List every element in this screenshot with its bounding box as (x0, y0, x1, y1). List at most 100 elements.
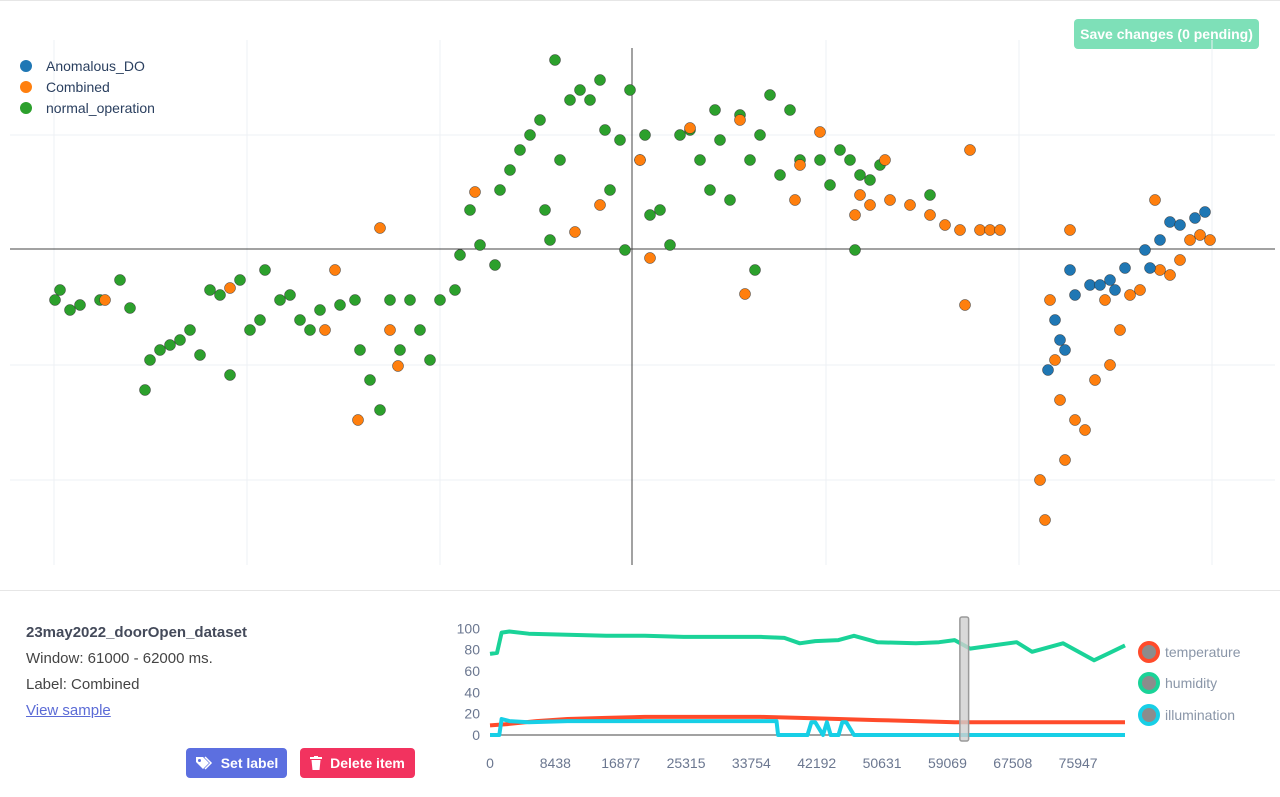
point-normal-operation[interactable] (489, 259, 501, 271)
point-combined[interactable] (959, 299, 971, 311)
point-combined[interactable] (1039, 514, 1051, 526)
point-normal-operation[interactable] (449, 284, 461, 296)
point-normal-operation[interactable] (504, 164, 516, 176)
legend-item-illumination[interactable]: illumination (1138, 699, 1240, 731)
point-combined[interactable] (739, 288, 751, 300)
point-normal-operation[interactable] (824, 179, 836, 191)
point-combined[interactable] (1204, 234, 1216, 246)
point-combined[interactable] (814, 126, 826, 138)
point-normal-operation[interactable] (304, 324, 316, 336)
point-normal-operation[interactable] (394, 344, 406, 356)
point-combined[interactable] (984, 224, 996, 236)
point-normal-operation[interactable] (294, 314, 306, 326)
point-combined[interactable] (864, 199, 876, 211)
point-normal-operation[interactable] (54, 284, 66, 296)
point-normal-operation[interactable] (154, 344, 166, 356)
point-normal-operation[interactable] (139, 384, 151, 396)
point-combined[interactable] (384, 324, 396, 336)
point-normal-operation[interactable] (754, 129, 766, 141)
point-anomalous-do[interactable] (1084, 279, 1096, 291)
point-normal-operation[interactable] (619, 244, 631, 256)
point-normal-operation[interactable] (584, 94, 596, 106)
point-normal-operation[interactable] (724, 194, 736, 206)
point-normal-operation[interactable] (614, 134, 626, 146)
point-combined[interactable] (392, 360, 404, 372)
point-combined[interactable] (854, 189, 866, 201)
point-anomalous-do[interactable] (1049, 314, 1061, 326)
point-normal-operation[interactable] (599, 124, 611, 136)
point-normal-operation[interactable] (539, 204, 551, 216)
point-normal-operation[interactable] (404, 294, 416, 306)
point-normal-operation[interactable] (574, 84, 586, 96)
point-anomalous-do[interactable] (1164, 216, 1176, 228)
point-normal-operation[interactable] (749, 264, 761, 276)
point-normal-operation[interactable] (214, 289, 226, 301)
point-normal-operation[interactable] (414, 324, 426, 336)
point-combined[interactable] (99, 294, 111, 306)
point-combined[interactable] (794, 159, 806, 171)
point-combined[interactable] (1114, 324, 1126, 336)
point-normal-operation[interactable] (374, 404, 386, 416)
point-normal-operation[interactable] (74, 299, 86, 311)
point-normal-operation[interactable] (454, 249, 466, 261)
scatter-points[interactable] (49, 54, 1216, 526)
point-normal-operation[interactable] (744, 154, 756, 166)
point-combined[interactable] (994, 224, 1006, 236)
point-combined[interactable] (849, 209, 861, 221)
point-normal-operation[interactable] (709, 104, 721, 116)
point-combined[interactable] (374, 222, 386, 234)
point-normal-operation[interactable] (654, 204, 666, 216)
point-combined[interactable] (954, 224, 966, 236)
point-combined[interactable] (1174, 254, 1186, 266)
point-normal-operation[interactable] (534, 114, 546, 126)
point-anomalous-do[interactable] (1189, 212, 1201, 224)
point-combined[interactable] (1124, 289, 1136, 301)
point-normal-operation[interactable] (849, 244, 861, 256)
point-normal-operation[interactable] (234, 274, 246, 286)
point-normal-operation[interactable] (664, 239, 676, 251)
point-normal-operation[interactable] (474, 239, 486, 251)
point-normal-operation[interactable] (334, 299, 346, 311)
point-anomalous-do[interactable] (1069, 289, 1081, 301)
point-combined[interactable] (1069, 414, 1081, 426)
point-combined[interactable] (1044, 294, 1056, 306)
view-sample-link[interactable]: View sample (26, 702, 111, 719)
point-normal-operation[interactable] (274, 294, 286, 306)
point-combined[interactable] (1134, 284, 1146, 296)
point-normal-operation[interactable] (864, 174, 876, 186)
point-combined[interactable] (1034, 474, 1046, 486)
point-normal-operation[interactable] (514, 144, 526, 156)
delete-item-button[interactable]: Delete item (300, 748, 415, 778)
point-anomalous-do[interactable] (1154, 234, 1166, 246)
point-anomalous-do[interactable] (1199, 206, 1211, 218)
point-normal-operation[interactable] (594, 74, 606, 86)
point-normal-operation[interactable] (544, 234, 556, 246)
point-combined[interactable] (569, 226, 581, 238)
point-normal-operation[interactable] (524, 129, 536, 141)
point-normal-operation[interactable] (604, 184, 616, 196)
point-combined[interactable] (319, 324, 331, 336)
point-combined[interactable] (352, 414, 364, 426)
point-anomalous-do[interactable] (1104, 274, 1116, 286)
point-anomalous-do[interactable] (1109, 284, 1121, 296)
point-combined[interactable] (1194, 229, 1206, 241)
point-normal-operation[interactable] (644, 209, 656, 221)
point-normal-operation[interactable] (314, 304, 326, 316)
point-normal-operation[interactable] (639, 129, 651, 141)
point-combined[interactable] (644, 252, 656, 264)
point-combined[interactable] (1089, 374, 1101, 386)
point-combined[interactable] (964, 144, 976, 156)
point-combined[interactable] (1104, 359, 1116, 371)
point-anomalous-do[interactable] (1139, 244, 1151, 256)
sensor-timeseries-chart[interactable]: 0 20 40 60 80 100 0 8438 16877 25315 33754 42192 506… (440, 605, 1140, 790)
point-combined[interactable] (939, 219, 951, 231)
point-normal-operation[interactable] (49, 294, 61, 306)
point-normal-operation[interactable] (924, 189, 936, 201)
point-anomalous-do[interactable] (1042, 364, 1054, 376)
point-normal-operation[interactable] (194, 349, 206, 361)
legend-item-temperature[interactable]: temperature (1138, 636, 1240, 668)
save-changes-button[interactable]: Save changes (0 pending) (1074, 19, 1259, 49)
point-normal-operation[interactable] (814, 154, 826, 166)
point-combined[interactable] (734, 114, 746, 126)
point-combined[interactable] (884, 194, 896, 206)
